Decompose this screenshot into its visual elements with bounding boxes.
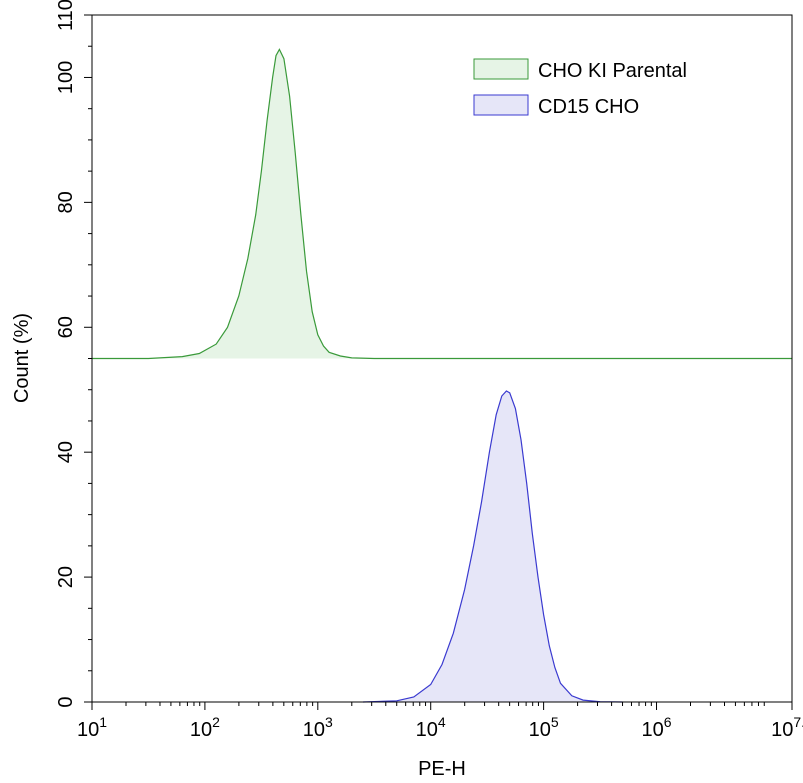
series-line-1 xyxy=(92,48,792,360)
y-axis-title: Count (%) xyxy=(11,313,33,403)
x-tick-label: 102 xyxy=(190,714,220,741)
y-tick-label: 60 xyxy=(55,316,77,338)
y-tick-label: 20 xyxy=(55,566,77,588)
x-axis-title: PE-H xyxy=(418,758,466,780)
x-tick-label: 106 xyxy=(641,714,671,741)
x-axis-ticks: 101 102 103 104 105 106 107.2 xyxy=(77,702,803,741)
legend-label-2: CD15 CHO xyxy=(538,96,639,118)
x-tick-label: 101 xyxy=(77,714,107,741)
x-tick-label: 104 xyxy=(416,714,446,741)
y-tick-label: 80 xyxy=(55,191,77,213)
series-line-2 xyxy=(362,390,623,703)
legend-swatch-1 xyxy=(473,58,529,80)
y-axis-ticks: 0 20 40 60 80 100 110 xyxy=(55,0,92,708)
series-fill-2 xyxy=(363,391,623,702)
y-tick-label: 110 xyxy=(55,0,77,31)
legend-swatch-2 xyxy=(473,94,529,116)
y-tick-label: 100 xyxy=(55,61,77,94)
legend-label-1: CHO KI Parental xyxy=(538,60,687,82)
series-areas xyxy=(92,48,792,703)
series-fill-1 xyxy=(92,49,792,359)
x-tick-label: 107.2 xyxy=(771,714,803,741)
legend: CHO KI Parental CD15 CHO xyxy=(473,58,687,118)
y-tick-label: 40 xyxy=(55,441,77,463)
x-tick-label: 105 xyxy=(529,714,559,741)
x-tick-label: 103 xyxy=(303,714,333,741)
y-tick-label: 0 xyxy=(55,696,77,707)
